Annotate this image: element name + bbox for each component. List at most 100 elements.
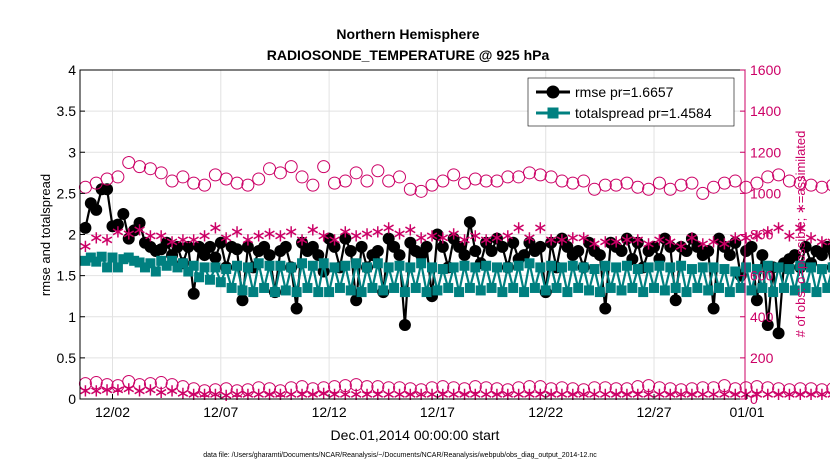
data-point: ∗ (684, 228, 699, 248)
data-point: ∗ (695, 234, 710, 254)
data-point (827, 262, 830, 273)
data-point (598, 178, 612, 192)
data-point (815, 180, 829, 194)
data-point (393, 249, 406, 262)
data-point: ∗ (793, 217, 808, 237)
data-point (795, 260, 806, 271)
data-point: ∗ (78, 381, 93, 401)
y-tick-label: 0.5 (57, 350, 77, 366)
data-point (264, 260, 275, 271)
data-point: ∗ (457, 230, 472, 250)
data-point: ∗ (273, 226, 288, 246)
data-point (587, 381, 601, 395)
data-point: ∗ (262, 223, 277, 243)
data-point: ∗ (403, 219, 418, 239)
data-point (490, 382, 504, 396)
data-point (100, 378, 114, 392)
data-point: ∗ (771, 217, 786, 237)
data-point: ∗ (219, 228, 234, 248)
data-point (313, 287, 324, 298)
data-point (577, 383, 591, 397)
data-point (339, 232, 352, 245)
data-point: ∗ (208, 217, 223, 237)
data-point (345, 285, 356, 296)
data-point (642, 182, 656, 196)
data-point (416, 258, 427, 269)
data-point (815, 383, 829, 397)
data-point (350, 294, 363, 307)
data-point (414, 383, 428, 397)
data-point (555, 174, 569, 188)
data-point (728, 382, 742, 396)
data-point (102, 262, 113, 273)
data-point: ∗ (511, 217, 526, 237)
data-point (447, 168, 461, 182)
data-point (522, 166, 536, 180)
data-point (620, 232, 633, 245)
data-point (248, 287, 259, 298)
data-point (479, 174, 493, 188)
data-point (669, 294, 682, 307)
data-point (448, 262, 459, 273)
data-point (470, 262, 481, 273)
y2-tick-label: 1200 (750, 144, 781, 160)
data-point (469, 244, 482, 257)
axes: 12/02 12/07 12/12 12/17 12/22 12/27 01/0100.51… (57, 62, 782, 420)
data-point: ∗ (424, 226, 439, 246)
data-point (728, 174, 742, 188)
data-point: ∗ (359, 223, 374, 243)
data-point: ∗ (165, 232, 180, 252)
data-point (717, 176, 731, 190)
data-point: ∗ (782, 226, 797, 246)
data-point (589, 264, 600, 275)
data-point (804, 178, 818, 192)
data-point (481, 260, 492, 271)
data-point (782, 174, 796, 188)
data-point: ∗ (630, 230, 645, 250)
data-point (524, 258, 535, 269)
data-point (788, 249, 801, 262)
legend: rmse pr=1.6657 totalspread pr=1.4584 (527, 77, 735, 127)
data-point (746, 285, 757, 296)
data-point (143, 377, 157, 391)
data-point (533, 168, 547, 182)
data-point (652, 381, 666, 395)
data-point (681, 287, 692, 298)
data-point (328, 176, 342, 190)
y-tick-label: 2 (68, 227, 76, 243)
data-point (534, 240, 547, 253)
x-axis-label: Dec.01,2014 00:00:00 start (331, 427, 500, 443)
data-point (176, 170, 190, 184)
data-point (518, 249, 531, 262)
data-point: ∗ (739, 228, 754, 248)
data-point (577, 174, 591, 188)
data-point (638, 287, 649, 298)
data-point (458, 249, 471, 262)
data-point (761, 318, 774, 331)
data-point: ∗ (793, 384, 808, 404)
data-point: ∗ (381, 217, 396, 237)
data-point (241, 383, 255, 397)
data-point (741, 262, 752, 273)
data-point (697, 262, 708, 273)
data-point: ∗ (749, 384, 764, 404)
data-point (772, 327, 785, 340)
data-point (508, 282, 519, 293)
data-point (253, 258, 264, 269)
data-point (654, 260, 665, 271)
y-tick-label: 3 (68, 144, 76, 160)
data-point (237, 285, 248, 296)
data-point (259, 282, 270, 293)
data-point (664, 240, 677, 253)
data-point: ∗ (435, 228, 450, 248)
data-point (284, 160, 298, 174)
data-point (349, 378, 363, 392)
data-point (751, 264, 762, 275)
data-point: ∗ (89, 228, 104, 248)
data-point: ∗ (186, 230, 201, 250)
data-point (799, 240, 812, 253)
data-point (167, 255, 178, 266)
data-point: ∗ (782, 384, 797, 404)
data-point: ∗ (489, 228, 504, 248)
data-point (648, 240, 661, 253)
